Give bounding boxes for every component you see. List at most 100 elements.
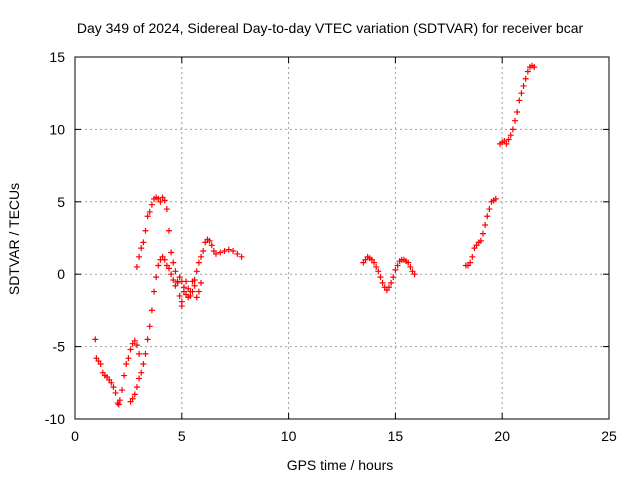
data-point: [168, 249, 175, 256]
data-point: [148, 307, 155, 314]
data-point: [178, 298, 185, 305]
data-point: [509, 126, 516, 133]
y-tick-label: 0: [57, 266, 65, 282]
data-point: [479, 230, 486, 237]
data-point: [146, 208, 153, 215]
x-tick-label: 25: [601, 428, 617, 444]
data-point: [116, 397, 123, 404]
data-point: [142, 227, 149, 234]
data-point: [234, 250, 241, 257]
data-point: [225, 246, 232, 253]
data-point: [165, 265, 172, 272]
data-point: [492, 195, 499, 202]
data-point: [144, 213, 151, 220]
data-point: [183, 278, 190, 285]
data-point: [191, 276, 198, 283]
data-point: [176, 292, 183, 299]
data-point: [170, 259, 177, 266]
data-point: [193, 268, 200, 275]
x-tick-label: 15: [388, 428, 404, 444]
data-point: [92, 336, 99, 343]
y-tick-label: 10: [49, 121, 65, 137]
data-point: [136, 253, 143, 260]
x-axis-label: GPS time / hours: [287, 457, 394, 473]
data-point: [394, 262, 401, 269]
data-point: [193, 294, 200, 301]
data-point: [138, 245, 145, 252]
data-point: [165, 227, 172, 234]
y-tick-label: 5: [57, 194, 65, 210]
data-point: [484, 213, 491, 220]
data-point: [127, 346, 134, 353]
data-point: [371, 259, 378, 266]
data-point: [195, 259, 202, 266]
data-point: [180, 288, 187, 295]
data-point: [514, 109, 521, 116]
data-point: [379, 279, 386, 286]
data-point: [195, 288, 202, 295]
data-point: [512, 117, 519, 124]
data-point: [200, 248, 207, 255]
data-point: [407, 263, 414, 270]
data-point: [110, 384, 117, 391]
data-point: [142, 350, 149, 357]
data-point: [108, 379, 115, 386]
data-point: [388, 279, 395, 286]
data-point: [522, 75, 529, 82]
data-point: [469, 253, 476, 260]
x-tick-label: 5: [178, 428, 186, 444]
data-point: [486, 206, 493, 213]
data-point: [112, 389, 119, 396]
data-point: [198, 253, 205, 260]
data-point: [531, 64, 538, 71]
data-point: [123, 360, 130, 367]
data-point: [115, 401, 122, 408]
data-point: [148, 201, 155, 208]
data-point: [206, 237, 213, 244]
data-point: [187, 292, 194, 299]
y-tick-label: 15: [49, 49, 65, 65]
data-point: [524, 68, 531, 75]
data-point: [467, 259, 474, 266]
data-point: [185, 285, 192, 292]
data-point: [405, 259, 412, 266]
data-point: [392, 266, 399, 273]
data-point: [153, 274, 160, 281]
data-point: [161, 197, 168, 204]
data-point: [155, 262, 162, 269]
data-point: [198, 279, 205, 286]
data-point: [221, 248, 228, 255]
data-point: [411, 271, 418, 278]
data-point: [172, 268, 179, 275]
data-point: [146, 323, 153, 330]
data-point: [375, 268, 382, 275]
y-tick-label: -10: [45, 411, 65, 427]
data-point: [518, 90, 525, 97]
data-point: [140, 360, 147, 367]
data-point: [373, 263, 380, 270]
y-tick-label: -5: [53, 339, 66, 355]
data-point: [138, 369, 145, 376]
plot-frame: [74, 56, 610, 420]
data-point: [217, 249, 224, 256]
data-point: [168, 271, 175, 278]
data-point: [238, 253, 245, 260]
data-point: [503, 140, 510, 147]
data-point: [121, 372, 128, 379]
data-point: [131, 337, 138, 344]
data-point: [151, 288, 158, 295]
data-point: [212, 250, 219, 257]
chart-title: Day 349 of 2024, Sidereal Day-to-day VTE…: [77, 20, 584, 36]
data-markers: [92, 62, 538, 408]
data-point: [390, 274, 397, 281]
data-point: [144, 336, 151, 343]
data-point: [129, 395, 136, 402]
data-point: [208, 242, 215, 249]
data-point: [189, 288, 196, 295]
data-point: [477, 237, 484, 244]
data-point: [176, 274, 183, 281]
data-point: [516, 97, 523, 104]
data-point: [125, 355, 132, 362]
data-point: [163, 206, 170, 213]
ticks: 0 5 10 15 20 25 -10 -5 0 5 10 15: [45, 49, 617, 444]
